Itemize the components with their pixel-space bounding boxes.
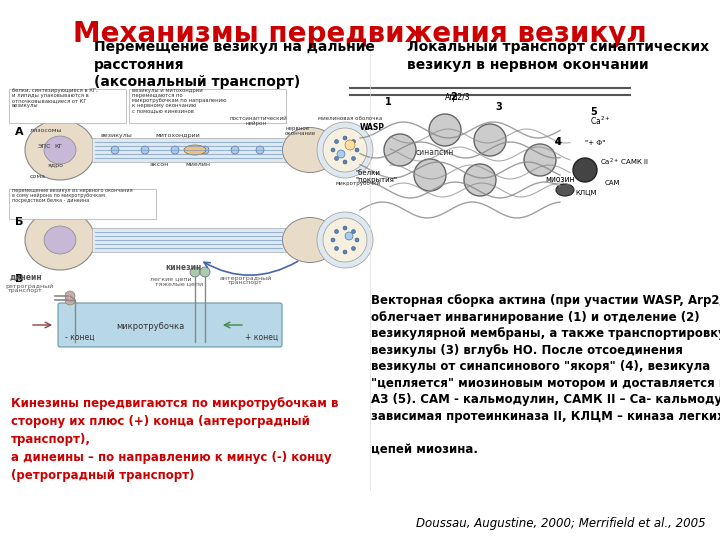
Text: "покрытия": "покрытия" xyxy=(355,177,397,183)
Text: и липиды упаковываются в: и липиды упаковываются в xyxy=(12,93,89,98)
Text: Векторная сборка актина (при участии WASP, Arp2/3)
облегчает инвагинирование (1): Векторная сборка актина (при участии WAS… xyxy=(371,294,720,456)
FancyBboxPatch shape xyxy=(129,89,286,123)
Text: везикулы и митохондрии: везикулы и митохондрии xyxy=(132,88,203,93)
Text: "белки: "белки xyxy=(355,170,380,176)
Text: "+ Ф": "+ Ф" xyxy=(585,140,606,146)
Circle shape xyxy=(343,226,347,230)
Text: нейрон: нейрон xyxy=(245,121,266,126)
Circle shape xyxy=(335,246,338,251)
Text: антероградный: антероградный xyxy=(220,276,272,281)
Text: микротрубочка: микротрубочка xyxy=(116,322,184,331)
Text: посредством белка - динеина: посредством белка - динеина xyxy=(12,198,89,203)
Text: КГ: КГ xyxy=(54,144,62,149)
Circle shape xyxy=(351,139,356,144)
Text: 2: 2 xyxy=(450,92,456,102)
Circle shape xyxy=(317,122,373,178)
Circle shape xyxy=(331,148,335,152)
Circle shape xyxy=(429,114,461,146)
Circle shape xyxy=(351,230,356,233)
Text: САМ: САМ xyxy=(605,180,621,186)
Text: 3: 3 xyxy=(495,102,502,112)
Circle shape xyxy=(65,295,75,305)
Ellipse shape xyxy=(282,127,338,172)
Text: 4: 4 xyxy=(555,137,562,147)
Circle shape xyxy=(335,230,338,233)
Text: легкие цепи: легкие цепи xyxy=(150,276,192,281)
Text: ЭПС: ЭПС xyxy=(38,144,52,149)
Text: сома: сома xyxy=(30,174,46,179)
Text: с помощью кинезинов: с помощью кинезинов xyxy=(132,108,194,113)
Text: тяжелые цепи: тяжелые цепи xyxy=(155,281,203,286)
Text: аксон: аксон xyxy=(150,162,169,167)
Text: постсинаптический: постсинаптический xyxy=(230,116,288,121)
Text: WASP: WASP xyxy=(360,123,385,132)
FancyBboxPatch shape xyxy=(9,89,126,123)
Circle shape xyxy=(337,150,345,158)
Text: Перемещение везикул на дальние
расстояния
(аксональный транспорт): Перемещение везикул на дальние расстояни… xyxy=(94,40,374,89)
Text: Ca$^{2+}$ САМК II: Ca$^{2+}$ САМК II xyxy=(600,156,649,167)
Text: миелиновая оболочка: миелиновая оболочка xyxy=(318,116,382,121)
Circle shape xyxy=(464,164,496,196)
Text: транспорт: транспорт xyxy=(228,280,263,285)
Text: КЛЦМ: КЛЦМ xyxy=(575,190,596,196)
Text: к нервному окончанию: к нервному окончанию xyxy=(132,103,197,108)
Text: 5: 5 xyxy=(590,107,597,117)
Circle shape xyxy=(355,148,359,152)
Text: ретроградный: ретроградный xyxy=(5,284,53,289)
Text: окончание: окончание xyxy=(285,131,316,136)
Text: Ca$^{2+}$: Ca$^{2+}$ xyxy=(590,114,611,127)
Circle shape xyxy=(343,250,347,254)
FancyBboxPatch shape xyxy=(9,189,156,219)
Ellipse shape xyxy=(282,218,338,262)
FancyBboxPatch shape xyxy=(58,303,282,347)
Text: 4: 4 xyxy=(555,137,562,147)
Text: динеин: динеин xyxy=(10,273,42,282)
Text: миозин: миозин xyxy=(545,175,575,184)
Text: лизосомы: лизосомы xyxy=(30,128,63,133)
Ellipse shape xyxy=(184,145,206,155)
Ellipse shape xyxy=(556,184,574,196)
Text: перемещаются по: перемещаются по xyxy=(132,93,183,98)
Circle shape xyxy=(65,291,75,301)
Text: А: А xyxy=(15,127,24,137)
Circle shape xyxy=(335,139,338,144)
Ellipse shape xyxy=(44,136,76,164)
Text: Б: Б xyxy=(15,217,23,227)
Circle shape xyxy=(323,128,367,172)
Circle shape xyxy=(351,246,356,251)
Text: Arp2/3: Arp2/3 xyxy=(445,93,471,102)
Circle shape xyxy=(171,146,179,154)
Circle shape xyxy=(256,146,264,154)
FancyBboxPatch shape xyxy=(92,138,287,162)
Circle shape xyxy=(474,124,506,156)
Circle shape xyxy=(111,146,119,154)
Text: Механизмы передвижения везикул: Механизмы передвижения везикул xyxy=(73,20,647,48)
Ellipse shape xyxy=(25,120,95,180)
Text: Локальный транспорт синаптических
везикул в нервном окончании: Локальный транспорт синаптических везику… xyxy=(407,40,709,72)
Circle shape xyxy=(355,238,359,242)
Circle shape xyxy=(384,134,416,166)
Circle shape xyxy=(345,232,353,240)
Circle shape xyxy=(331,238,335,242)
Text: кинезин: кинезин xyxy=(165,263,202,272)
Text: белки, синтезирующиеся в КГ,: белки, синтезирующиеся в КГ, xyxy=(12,88,98,93)
Text: везикулы: везикулы xyxy=(100,133,132,138)
Circle shape xyxy=(231,146,239,154)
Text: миелин: миелин xyxy=(185,162,210,167)
Circle shape xyxy=(141,146,149,154)
FancyBboxPatch shape xyxy=(92,228,287,252)
Circle shape xyxy=(323,218,367,262)
Text: + конец: + конец xyxy=(245,333,278,342)
Text: нервное: нервное xyxy=(285,126,309,131)
Text: везикулы: везикулы xyxy=(12,103,39,108)
Ellipse shape xyxy=(44,226,76,254)
Circle shape xyxy=(345,140,355,150)
Circle shape xyxy=(190,267,200,277)
Text: Doussau, Augustine, 2000; Merrifield et al., 2005: Doussau, Augustine, 2000; Merrifield et … xyxy=(416,517,706,530)
Circle shape xyxy=(414,159,446,191)
Ellipse shape xyxy=(25,210,95,270)
Text: В: В xyxy=(15,274,23,284)
Text: Кинезины передвигаются по микротрубочкам в
сторону их плюс (+) конца (антероград: Кинезины передвигаются по микротрубочкам… xyxy=(11,397,338,482)
Circle shape xyxy=(335,157,338,160)
Text: 1: 1 xyxy=(385,97,392,107)
